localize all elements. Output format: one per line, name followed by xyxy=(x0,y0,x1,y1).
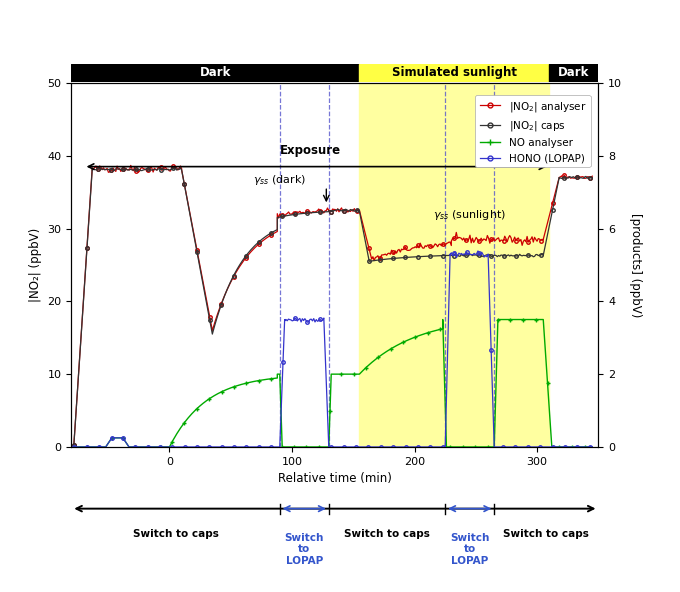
Text: Switch to caps: Switch to caps xyxy=(344,529,430,539)
Bar xyxy=(71,64,360,82)
Text: $\gamma_{ss}$ (sunlight): $\gamma_{ss}$ (sunlight) xyxy=(433,208,506,221)
Text: Simulated sunlight: Simulated sunlight xyxy=(392,66,517,79)
Text: Switch
to
LOPAP: Switch to LOPAP xyxy=(450,533,490,566)
Text: $\gamma_{ss}$ (dark): $\gamma_{ss}$ (dark) xyxy=(253,173,307,187)
X-axis label: Relative time (min): Relative time (min) xyxy=(278,472,392,485)
Bar xyxy=(360,83,549,447)
Text: Exposure: Exposure xyxy=(280,144,341,157)
Y-axis label: |NO₂| (ppbV): |NO₂| (ppbV) xyxy=(29,228,42,302)
Text: Dark: Dark xyxy=(558,66,590,79)
Text: Switch to caps: Switch to caps xyxy=(133,529,218,539)
Bar xyxy=(549,64,598,82)
Text: Dark: Dark xyxy=(200,66,231,79)
Text: Switch
to
LOPAP: Switch to LOPAP xyxy=(284,533,324,566)
Text: Switch to caps: Switch to caps xyxy=(503,529,590,539)
Bar xyxy=(360,64,549,82)
Y-axis label: [products] (ppbV): [products] (ppbV) xyxy=(628,213,641,317)
Legend: $|$NO$_2$$|$ analyser, $|$NO$_2$$|$ caps, NO analyser, HONO (LOPAP): $|$NO$_2$$|$ analyser, $|$NO$_2$$|$ caps… xyxy=(475,95,590,168)
